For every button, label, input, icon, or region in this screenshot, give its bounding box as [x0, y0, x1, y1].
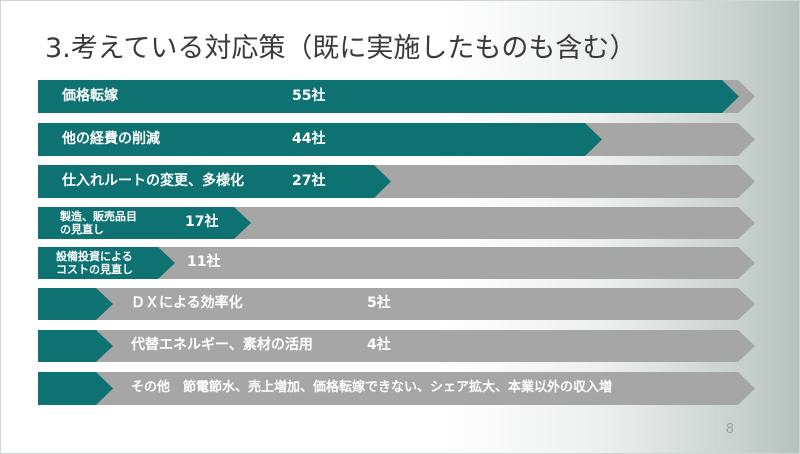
bar-value-label: 55社 [292, 87, 326, 104]
bar-label: その他 節電節水、売上増加、価格転嫁できない、シェア拡大、本業以外の収入増 [131, 380, 613, 395]
bar-shapes [38, 80, 755, 113]
bar-label-line: 製造、販売品目 [60, 210, 137, 223]
bar-value [38, 80, 739, 113]
bar-shapes [38, 207, 755, 239]
bar-label-line: 設備投資による [56, 250, 133, 263]
bar-row: 製造、販売品目 の見直し 17社 [38, 207, 755, 239]
bar-track [38, 288, 755, 320]
bar-shapes [38, 247, 755, 279]
bar-row: その他 節電節水、売上増加、価格転嫁できない、シェア拡大、本業以外の収入増 [38, 372, 755, 405]
bar-value-label: 11社 [187, 254, 221, 270]
bar-label: 他の経費の削減 [62, 130, 160, 147]
slide-title: 3.考えている対応策（既に実施したものも含む） [45, 33, 637, 64]
bar-value [38, 165, 391, 198]
bar-label-line: コストの見直し [56, 263, 133, 276]
bar-label: ＤＸによる効率化 [131, 295, 243, 311]
bar-label: 仕入れルートの変更、多様化 [62, 172, 244, 189]
bar-shapes [38, 123, 755, 156]
bar-value-label: 17社 [185, 214, 219, 230]
bar-track [38, 247, 755, 279]
bar-shapes [38, 372, 755, 405]
bar-row: 設備投資による コストの見直し 11社 [38, 247, 755, 279]
bar-value [38, 247, 175, 279]
bar-label-line: の見直し [60, 223, 104, 236]
bar-label: 製造、販売品目 の見直し [60, 211, 137, 237]
bar-shapes [38, 330, 755, 362]
bar-row: 仕入れルートの変更、多様化 27社 [38, 165, 755, 198]
bar-row: 価格転嫁 55社 [38, 80, 755, 113]
bar-value-label: 44社 [292, 130, 326, 147]
bar-value [38, 372, 113, 405]
bar-track [38, 372, 755, 405]
bar-row: 他の経費の削減 44社 [38, 123, 755, 156]
bar-row: ＤＸによる効率化 5社 [38, 288, 755, 320]
bar-value-label: 27社 [292, 172, 326, 189]
bar-shapes [38, 165, 755, 198]
bar-shapes [38, 288, 755, 320]
bar-value [38, 123, 602, 156]
bar-label: 代替エネルギー、素材の活用 [131, 337, 313, 353]
page-number: 8 [725, 422, 734, 437]
bar-track [38, 330, 755, 362]
bar-value [38, 207, 251, 239]
bar-value-label: 5社 [367, 295, 391, 311]
bar-row: 代替エネルギー、素材の活用 4社 [38, 330, 755, 362]
bar-value-label: 4社 [367, 337, 391, 353]
bar-label: 価格転嫁 [62, 87, 118, 104]
bar-label: 設備投資による コストの見直し [56, 251, 133, 277]
bar-value [38, 288, 113, 320]
bar-value [38, 330, 113, 362]
